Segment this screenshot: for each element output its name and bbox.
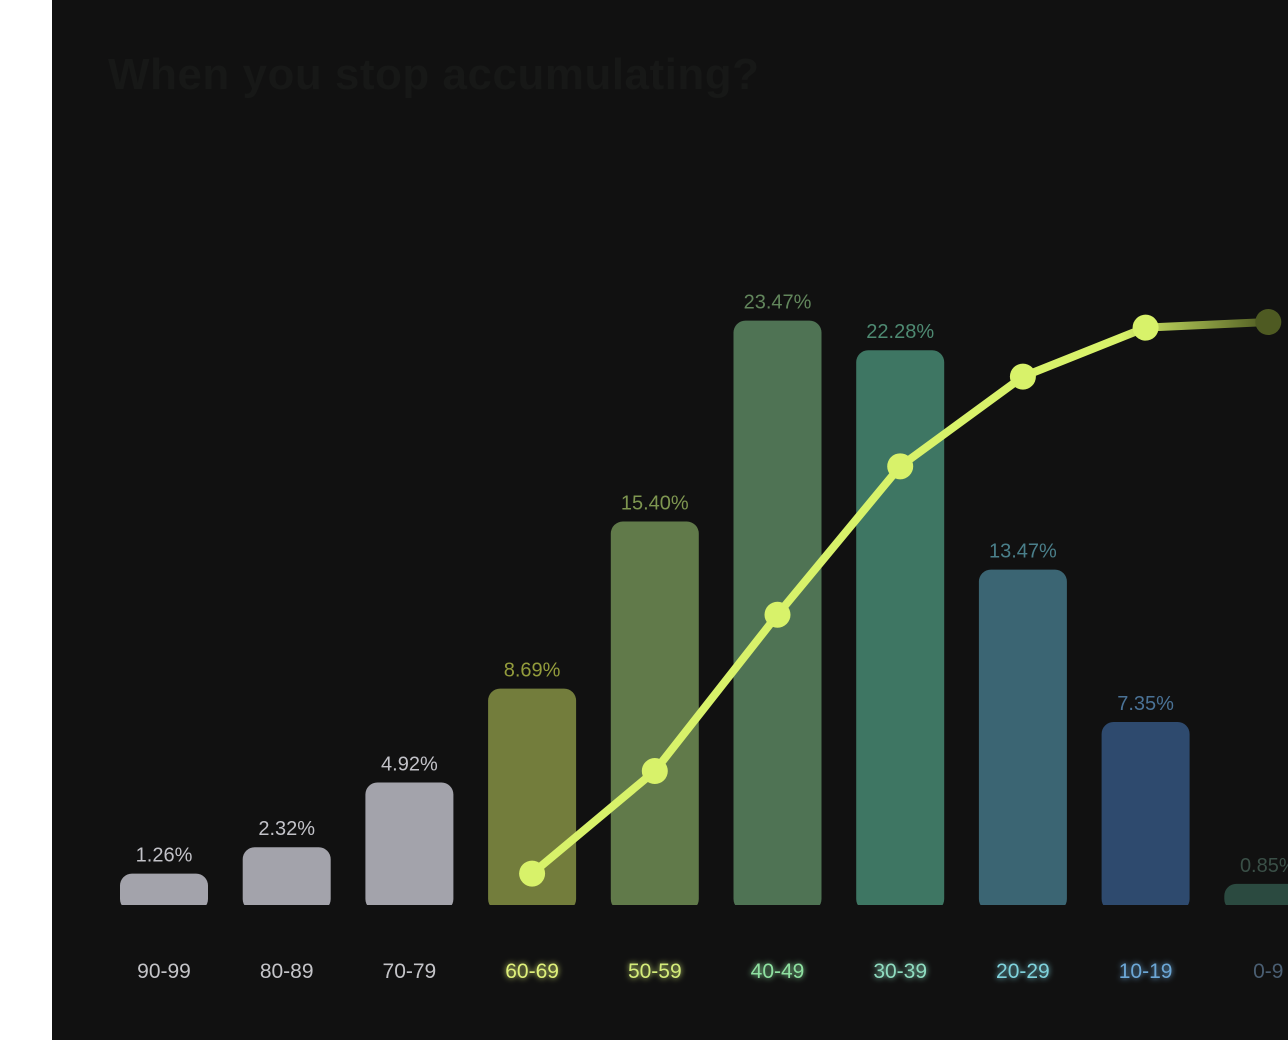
chart-title: When you stop accumulating? — [108, 50, 760, 99]
bar-30-39 — [856, 350, 945, 911]
line-point-50-59 — [641, 758, 668, 785]
line-point-10-19 — [1132, 314, 1159, 341]
value-label-50-59: 15.40% — [621, 493, 689, 515]
chart-panel: When you stop accumulating? 1.26% 90-99 2.… — [52, 0, 1288, 1040]
bar-line-chart: 1.26% 90-99 2.32% 80-89 4.92% 70-79 8.69% 60-69… — [52, 292, 1288, 983]
baseline-mask — [52, 905, 1288, 913]
category-label-90-99: 90-99 — [137, 960, 191, 983]
value-label-30-39: 22.28% — [866, 321, 934, 343]
value-label-80-89: 2.32% — [258, 818, 315, 840]
line-point-0-9 — [1255, 309, 1282, 335]
bar-20-29 — [978, 569, 1067, 911]
value-label-20-29: 13.47% — [989, 541, 1057, 563]
bar-80-89 — [242, 847, 331, 911]
line-point-30-39 — [887, 453, 914, 480]
category-label-40-49: 40-49 — [751, 960, 805, 983]
bar-0-9 — [1224, 883, 1288, 911]
line-point-60-69 — [519, 860, 546, 887]
bar-90-99 — [120, 873, 208, 911]
category-label-70-79: 70-79 — [383, 960, 437, 983]
category-label-10-19: 10-19 — [1119, 960, 1173, 983]
value-label-70-79: 4.92% — [381, 753, 438, 775]
value-label-40-49: 23.47% — [744, 292, 812, 314]
category-label-80-89: 80-89 — [260, 960, 314, 983]
bar-10-19 — [1101, 721, 1190, 911]
bar-70-79 — [365, 782, 454, 911]
category-label-60-69: 60-69 — [505, 960, 559, 983]
line-point-40-49 — [764, 601, 791, 628]
value-label-90-99: 1.26% — [136, 845, 193, 867]
category-label-30-39: 30-39 — [873, 960, 927, 983]
value-label-10-19: 7.35% — [1117, 693, 1174, 715]
value-label-0-9: 0.85% — [1240, 855, 1288, 877]
value-label-60-69: 8.69% — [504, 660, 561, 682]
category-label-0-9: 0-9 — [1253, 960, 1283, 983]
bar-50-59 — [610, 521, 699, 911]
line-point-20-29 — [1009, 363, 1036, 390]
category-label-20-29: 20-29 — [996, 960, 1050, 983]
category-label-50-59: 50-59 — [628, 960, 682, 983]
